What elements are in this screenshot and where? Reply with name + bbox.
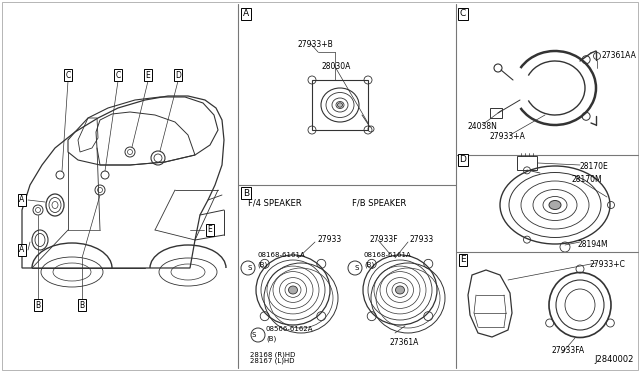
Ellipse shape bbox=[549, 201, 561, 209]
Ellipse shape bbox=[289, 286, 298, 294]
Text: 27933+C: 27933+C bbox=[590, 260, 626, 269]
Text: E: E bbox=[207, 225, 212, 234]
Text: F/4 SPEAKER: F/4 SPEAKER bbox=[248, 198, 301, 207]
Text: E: E bbox=[146, 71, 150, 80]
Text: 24038N: 24038N bbox=[468, 122, 498, 131]
Text: 27933FA: 27933FA bbox=[552, 346, 585, 355]
Ellipse shape bbox=[396, 286, 404, 294]
Text: 27361A: 27361A bbox=[390, 338, 419, 347]
Text: C: C bbox=[115, 71, 120, 80]
Text: A: A bbox=[243, 10, 249, 19]
Text: S: S bbox=[355, 265, 359, 271]
Text: 28167 (L)HD: 28167 (L)HD bbox=[250, 358, 294, 365]
Text: B: B bbox=[35, 301, 40, 310]
Text: (B): (B) bbox=[364, 262, 374, 269]
Text: 08168-6161A: 08168-6161A bbox=[364, 252, 412, 258]
Text: S: S bbox=[248, 265, 252, 271]
Text: 27933+B: 27933+B bbox=[298, 40, 333, 49]
Text: J2840002: J2840002 bbox=[595, 355, 634, 364]
Text: 08168-6161A: 08168-6161A bbox=[257, 252, 305, 258]
Text: D: D bbox=[460, 155, 467, 164]
Text: 28194M: 28194M bbox=[578, 240, 609, 249]
Text: D: D bbox=[175, 71, 181, 80]
Text: 28170E: 28170E bbox=[580, 162, 609, 171]
Text: 08566-6162A: 08566-6162A bbox=[266, 326, 314, 332]
Text: E: E bbox=[460, 256, 466, 264]
Text: C: C bbox=[460, 10, 466, 19]
Text: (B): (B) bbox=[266, 336, 276, 343]
Text: A: A bbox=[19, 196, 24, 205]
Text: 28168 (R)HD: 28168 (R)HD bbox=[250, 352, 296, 359]
Bar bbox=[312, 80, 368, 130]
Bar bbox=[490, 108, 502, 118]
Text: 27933: 27933 bbox=[318, 235, 342, 244]
Text: 27933: 27933 bbox=[410, 235, 435, 244]
Text: (B): (B) bbox=[257, 262, 268, 269]
Text: S: S bbox=[252, 332, 256, 338]
Ellipse shape bbox=[337, 103, 342, 107]
Text: 27933+A: 27933+A bbox=[490, 132, 526, 141]
Text: C: C bbox=[65, 71, 70, 80]
Text: B: B bbox=[243, 189, 249, 198]
Text: 28170M: 28170M bbox=[572, 175, 603, 184]
Bar bbox=[517, 156, 537, 170]
Text: 27933F: 27933F bbox=[370, 235, 399, 244]
Text: B: B bbox=[79, 301, 84, 310]
Text: 27361AA: 27361AA bbox=[602, 51, 637, 61]
Text: F/B SPEAKER: F/B SPEAKER bbox=[352, 198, 406, 207]
Text: A: A bbox=[19, 246, 24, 254]
Text: 28030A: 28030A bbox=[322, 62, 351, 71]
